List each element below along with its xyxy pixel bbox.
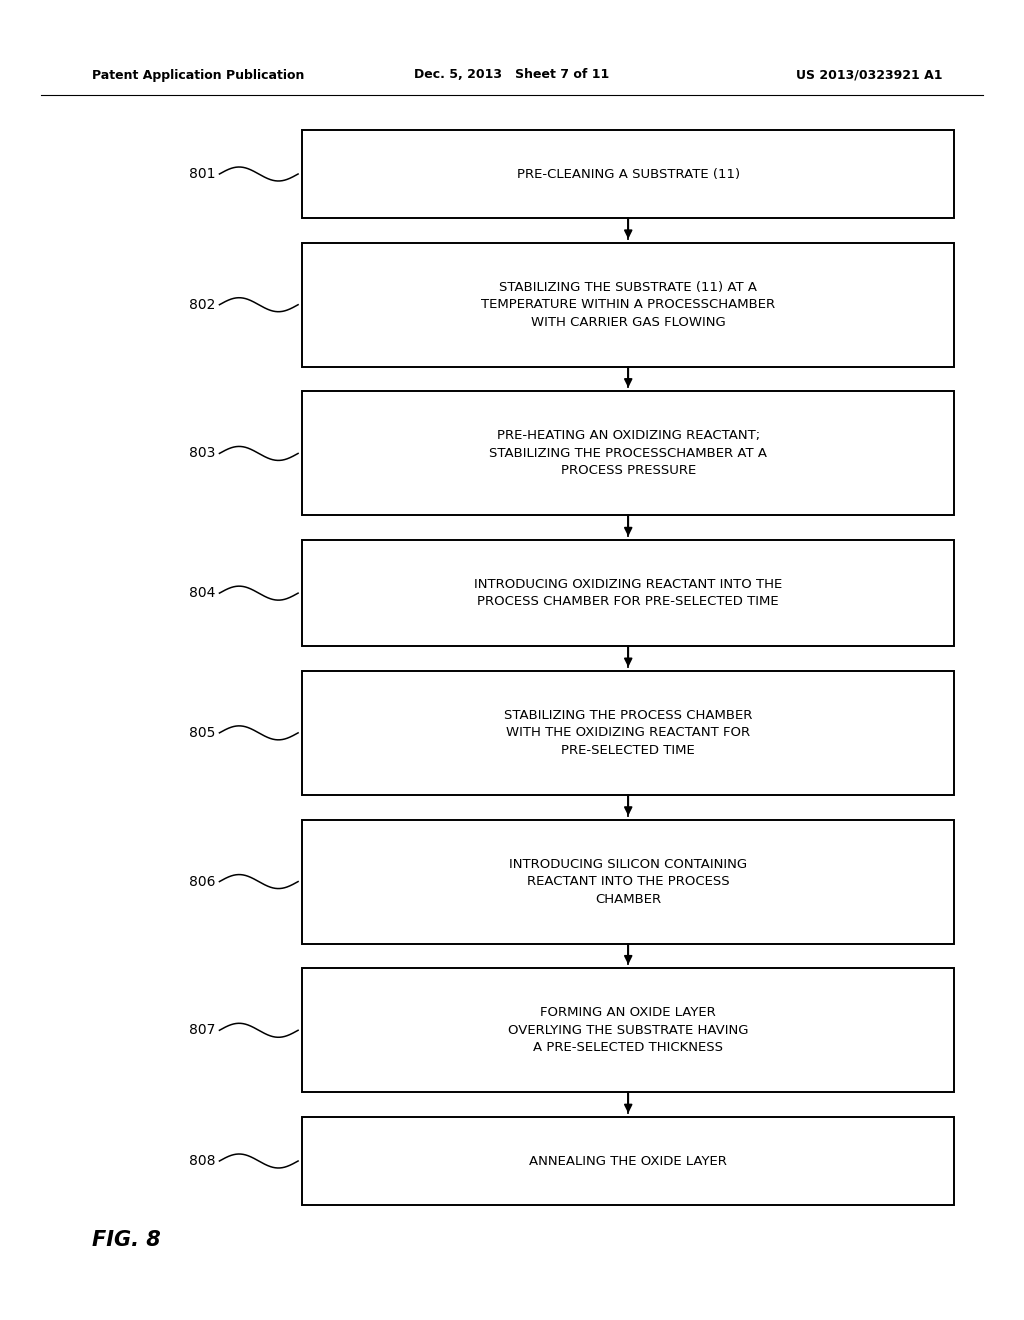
Text: 804: 804 — [189, 586, 216, 601]
Text: 802: 802 — [189, 298, 216, 312]
Text: FIG. 8: FIG. 8 — [92, 1230, 161, 1250]
Bar — [302, 1117, 954, 1205]
Text: PRE-HEATING AN OXIDIZING REACTANT;
STABILIZING THE PROCESSCHAMBER AT A
PROCESS P: PRE-HEATING AN OXIDIZING REACTANT; STABI… — [489, 429, 767, 478]
Bar — [302, 243, 954, 367]
Text: STABILIZING THE SUBSTRATE (11) AT A
TEMPERATURE WITHIN A PROCESSCHAMBER
WITH CAR: STABILIZING THE SUBSTRATE (11) AT A TEMP… — [481, 281, 775, 329]
Text: PRE-CLEANING A SUBSTRATE (11): PRE-CLEANING A SUBSTRATE (11) — [517, 168, 739, 181]
Text: 808: 808 — [189, 1154, 216, 1168]
Text: FORMING AN OXIDE LAYER
OVERLYING THE SUBSTRATE HAVING
A PRE-SELECTED THICKNESS: FORMING AN OXIDE LAYER OVERLYING THE SUB… — [508, 1006, 749, 1055]
Text: 805: 805 — [189, 726, 216, 739]
Bar — [302, 129, 954, 218]
Text: Dec. 5, 2013   Sheet 7 of 11: Dec. 5, 2013 Sheet 7 of 11 — [415, 69, 609, 82]
Text: US 2013/0323921 A1: US 2013/0323921 A1 — [796, 69, 942, 82]
Text: ANNEALING THE OXIDE LAYER: ANNEALING THE OXIDE LAYER — [529, 1155, 727, 1167]
Bar — [302, 540, 954, 647]
Bar — [302, 392, 954, 515]
Text: 803: 803 — [189, 446, 216, 461]
Bar — [302, 820, 954, 944]
Text: INTRODUCING OXIDIZING REACTANT INTO THE
PROCESS CHAMBER FOR PRE-SELECTED TIME: INTRODUCING OXIDIZING REACTANT INTO THE … — [474, 578, 782, 609]
Text: 807: 807 — [189, 1023, 216, 1038]
Text: 806: 806 — [189, 875, 216, 888]
Bar — [302, 969, 954, 1092]
Text: STABILIZING THE PROCESS CHAMBER
WITH THE OXIDIZING REACTANT FOR
PRE-SELECTED TIM: STABILIZING THE PROCESS CHAMBER WITH THE… — [504, 709, 753, 756]
Text: Patent Application Publication: Patent Application Publication — [92, 69, 304, 82]
Bar — [302, 671, 954, 795]
Text: 801: 801 — [189, 168, 216, 181]
Text: INTRODUCING SILICON CONTAINING
REACTANT INTO THE PROCESS
CHAMBER: INTRODUCING SILICON CONTAINING REACTANT … — [509, 858, 748, 906]
